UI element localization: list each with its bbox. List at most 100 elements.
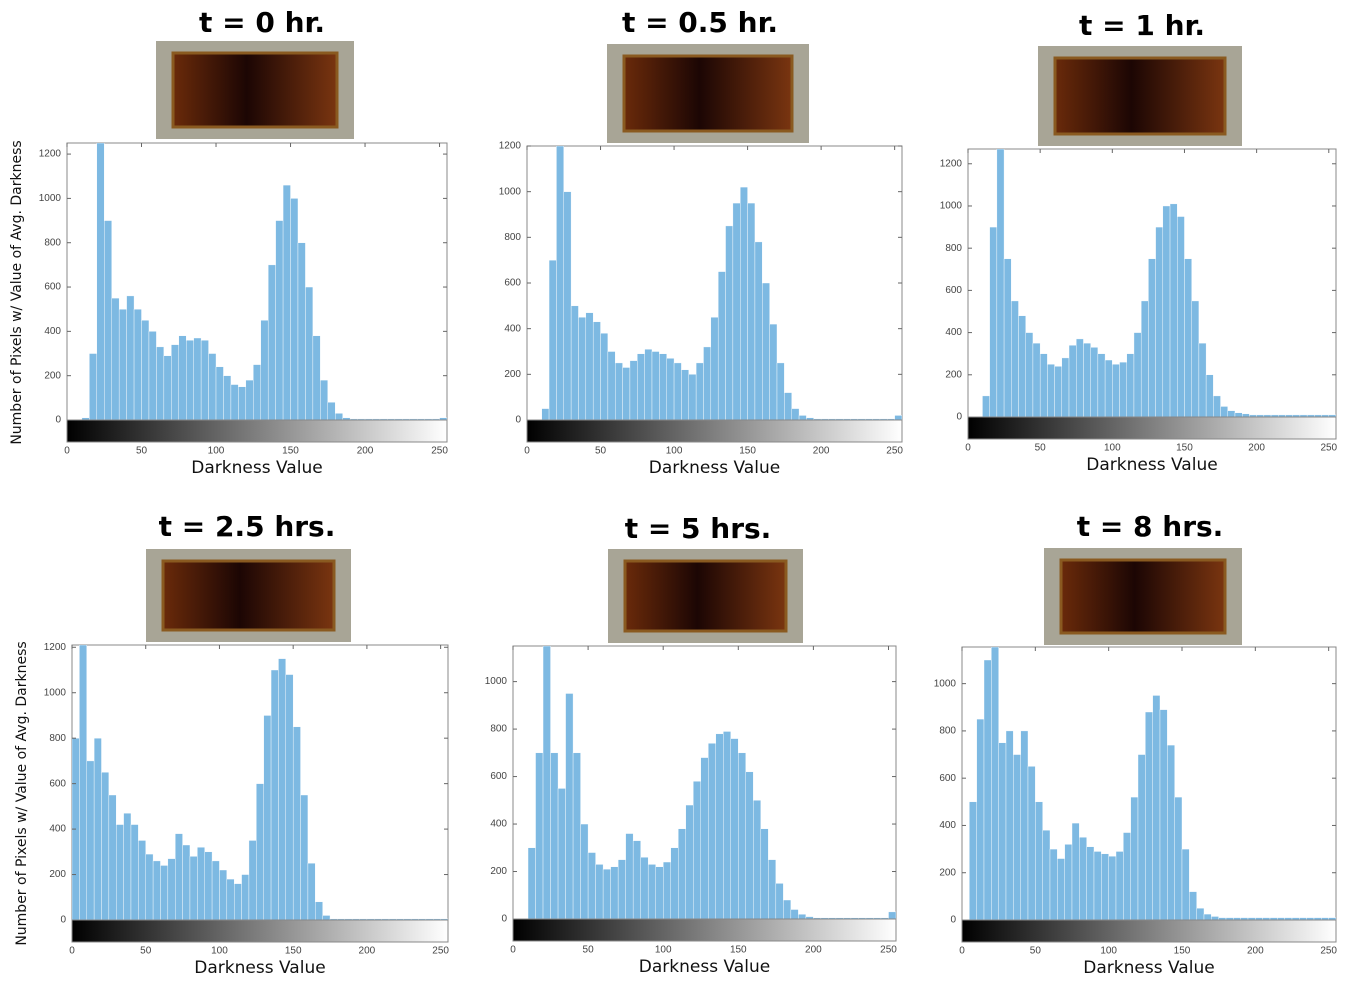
panel-title: t = 8 hrs. [1077,510,1224,543]
histogram-bar [1112,364,1120,417]
y-tick-label: 1000 [39,193,62,204]
histogram-bar [563,191,572,420]
histogram-bar [307,862,316,920]
colorbar [71,919,449,943]
histogram-bar [270,669,279,920]
y-tick-label: 800 [945,243,962,254]
y-tick-label: 0 [956,412,962,423]
y-tick-label: 0 [60,915,66,926]
histogram-bar [1101,853,1109,920]
histogram-bar [79,645,87,920]
histogram-bar [1191,300,1200,417]
histogram-bar [708,743,716,919]
sample-film [1053,56,1227,136]
histogram-bar [1020,730,1029,920]
x-tick-label: 250 [1320,443,1337,454]
histogram-bar [256,783,264,920]
histogram-bar [1159,709,1168,920]
histogram-bar [320,379,328,420]
histogram-bar [197,847,205,920]
histogram-bar [215,366,224,420]
x-tick-label: 100 [1100,946,1117,957]
histogram-bar [703,346,712,420]
bars [527,646,896,919]
panel-title: t = 5 hrs. [625,512,772,545]
histogram-bar [108,794,117,920]
histogram-bar [171,344,179,420]
x-tick-label: 50 [583,945,595,956]
histogram-bar [998,742,1007,920]
histogram-bar [617,859,626,919]
histogram-bar [592,321,601,420]
histogram-bar [685,804,694,919]
y-tick-label: 600 [44,282,61,293]
histogram-bar [776,362,785,420]
histogram-bar [1189,891,1197,920]
y-axis-label: Number of Pixels w/ Value of Avg. Darkne… [9,140,25,444]
histogram-bar [572,752,581,919]
histogram-bar [1083,342,1091,417]
histogram-bar [1119,361,1127,417]
histogram-bar [1169,203,1178,417]
histogram-bar [200,340,209,420]
y-tick-label: 600 [490,771,507,782]
histogram-bar [1057,858,1065,920]
histogram-bar [260,320,269,420]
histogram-bar [130,824,139,920]
y-tick-label: 0 [501,914,507,925]
histogram-bar [167,858,176,920]
histogram-bar [1093,851,1102,920]
x-tick-label: 0 [524,446,530,457]
histogram-bar [557,788,566,919]
y-tick-label: 400 [44,326,61,337]
histogram-bar [535,752,544,919]
histogram-bar [1025,332,1034,417]
x-axis-label: Darkness Value [191,458,322,478]
histogram-bar [230,384,239,420]
histogram-bar [89,353,98,420]
x-tick-label: 100 [211,946,228,957]
histogram-bar [738,752,747,919]
histogram-bar [745,771,754,919]
y-tick-label: 600 [945,285,962,296]
histogram-bar [622,367,631,420]
sample-film [623,559,788,633]
panel-title: t = 0.5 hr. [622,6,778,39]
histogram-bar [163,355,172,420]
histogram-bar [662,861,671,919]
histogram-bar [1234,412,1243,417]
histogram-bar [725,225,734,420]
histogram-bar [629,360,638,420]
y-tick-label: 1000 [940,201,963,212]
x-tick-label: 50 [140,946,152,957]
histogram-bar [1049,848,1058,920]
histogram-bar [784,392,792,420]
histogram-bar [651,351,660,420]
x-tick-label: 0 [69,946,75,957]
x-tick-label: 100 [208,446,225,457]
histogram-bar [570,305,579,420]
y-tick-label: 1200 [44,642,67,653]
histogram-bar [542,646,551,919]
histogram-bar [152,860,161,920]
histogram-bar [245,379,254,420]
panel-title: t = 1 hr. [1079,9,1205,42]
histogram-bar [275,220,284,420]
histogram-bar [1140,300,1149,417]
histogram-bar [783,899,792,919]
histogram-bar [305,286,314,420]
histogram-bar [1167,744,1175,920]
histogram-bar [894,415,902,420]
histogram-bar [1328,414,1336,417]
histogram-bar [156,346,165,420]
y-tick-label: 400 [945,327,962,338]
bars [541,146,902,420]
histogram-bar [798,415,807,420]
y-tick-label: 600 [49,778,66,789]
panel-title: t = 0 hr. [199,6,325,39]
histogram-bar [253,364,261,420]
histogram-bar [1227,410,1236,417]
histogram-bar [798,914,807,919]
histogram-bar [226,878,235,920]
